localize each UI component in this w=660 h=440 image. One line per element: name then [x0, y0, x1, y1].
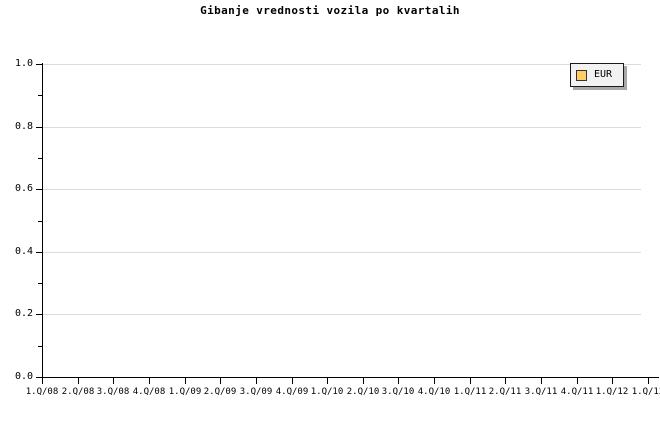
- x-axis-tick-label: 4.Q/11: [560, 387, 594, 397]
- gridline: [43, 64, 641, 65]
- chart-legend[interactable]: EUR: [570, 63, 624, 87]
- y-axis-tick-label: 0.8: [14, 121, 33, 132]
- x-axis-tick-label: 1.Q/12: [631, 387, 660, 397]
- legend-label-eur: EUR: [594, 69, 613, 80]
- x-axis-tick: [292, 378, 293, 384]
- y-axis-tick: [36, 252, 43, 253]
- x-axis-tick: [577, 378, 578, 384]
- x-axis-tick-label: 2.Q/10: [346, 387, 380, 397]
- y-axis-tick-label: 0.2: [14, 308, 33, 319]
- gridline: [43, 314, 641, 315]
- x-axis-tick-label: 2.Q/11: [488, 387, 522, 397]
- x-axis-tick: [470, 378, 471, 384]
- y-axis-tick-label: 0.0: [14, 371, 33, 382]
- x-axis-tick-label: 3.Q/10: [381, 387, 415, 397]
- gridline: [43, 189, 641, 190]
- chart-title: Gibanje vrednosti vozila po kvartalih: [200, 4, 460, 17]
- x-axis-tick-label: 1.Q/08: [25, 387, 59, 397]
- x-axis-tick: [113, 378, 114, 384]
- x-axis-tick-label: 3.Q/11: [524, 387, 558, 397]
- x-axis-spine: [42, 377, 659, 378]
- x-axis-tick-label: 2.Q/09: [203, 387, 237, 397]
- x-axis-tick: [363, 378, 364, 384]
- y-axis-tick: [36, 314, 43, 315]
- x-axis-tick: [256, 378, 257, 384]
- x-axis-tick: [78, 378, 79, 384]
- y-axis-tick: [36, 64, 43, 65]
- y-axis-minor-tick: [38, 95, 43, 96]
- y-axis-tick-label: 1.0: [14, 58, 33, 69]
- x-axis-tick: [541, 378, 542, 384]
- gridline: [43, 127, 641, 128]
- x-axis-tick-label: 3.Q/08: [96, 387, 130, 397]
- x-axis-tick: [185, 378, 186, 384]
- x-axis-tick: [505, 378, 506, 384]
- x-axis-tick-label: 3.Q/09: [239, 387, 273, 397]
- x-axis-tick: [398, 378, 399, 384]
- x-axis-tick-label: 1.Q/12: [595, 387, 629, 397]
- x-axis-tick-label: 4.Q/08: [132, 387, 166, 397]
- y-axis-minor-tick: [38, 283, 43, 284]
- x-axis-tick: [648, 378, 649, 384]
- x-axis-tick-label: 1.Q/09: [168, 387, 202, 397]
- y-axis-minor-tick: [38, 158, 43, 159]
- x-axis-tick-label: 1.Q/10: [310, 387, 344, 397]
- y-axis-tick-label: 0.6: [14, 183, 33, 194]
- x-axis-tick: [327, 378, 328, 384]
- x-axis-tick-label: 4.Q/10: [417, 387, 451, 397]
- y-axis-tick-label: 0.4: [14, 246, 33, 257]
- y-axis-tick: [36, 377, 43, 378]
- x-axis-tick: [149, 378, 150, 384]
- x-axis-tick: [434, 378, 435, 384]
- plot-area: [42, 64, 648, 377]
- x-axis-tick-label: 1.Q/11: [453, 387, 487, 397]
- y-axis-spine: [42, 63, 43, 378]
- x-axis-tick: [42, 378, 43, 384]
- gridline: [43, 252, 641, 253]
- y-axis-minor-tick: [38, 221, 43, 222]
- x-axis-tick: [612, 378, 613, 384]
- y-axis-tick: [36, 189, 43, 190]
- y-axis-minor-tick: [38, 346, 43, 347]
- legend-swatch-eur-icon: [576, 69, 587, 81]
- x-axis-tick-label: 4.Q/09: [275, 387, 309, 397]
- x-axis-tick-label: 2.Q/08: [61, 387, 95, 397]
- x-axis-tick: [220, 378, 221, 384]
- y-axis-tick: [36, 127, 43, 128]
